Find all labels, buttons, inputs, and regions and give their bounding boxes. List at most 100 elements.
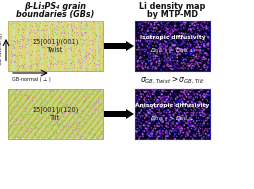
Point [164, 131, 168, 134]
Point [159, 68, 163, 71]
Point [34, 125, 38, 128]
Point [146, 66, 150, 69]
Point [182, 91, 186, 94]
Point [207, 127, 211, 130]
Point [40, 104, 44, 107]
Point [204, 127, 208, 130]
Point [179, 127, 183, 130]
Point [159, 119, 163, 122]
Point [169, 115, 173, 118]
Point [199, 136, 203, 139]
Point [203, 96, 207, 99]
Point [135, 113, 139, 116]
Point [136, 98, 140, 101]
Point [203, 26, 207, 29]
Point [195, 53, 199, 56]
Point [165, 63, 169, 66]
Point [157, 64, 161, 67]
Text: $\sigma_{GB,Twist} > \sigma_{GB,Tilt}$: $\sigma_{GB,Twist} > \sigma_{GB,Tilt}$ [140, 74, 205, 86]
Point [71, 131, 75, 134]
Point [134, 97, 138, 100]
Point [56, 119, 60, 122]
Point [155, 21, 159, 24]
Point [186, 132, 190, 135]
Point [34, 56, 38, 59]
Point [34, 24, 38, 27]
Point [18, 37, 22, 40]
Point [173, 96, 177, 99]
Point [136, 111, 140, 114]
Point [181, 48, 185, 51]
Point [48, 89, 52, 92]
Point [171, 43, 175, 46]
Point [47, 112, 51, 115]
Point [150, 107, 154, 110]
Point [145, 121, 149, 124]
Point [152, 66, 156, 69]
Point [82, 130, 86, 133]
Point [35, 64, 39, 67]
Point [19, 53, 23, 57]
Point [158, 91, 162, 94]
Point [68, 131, 72, 134]
Point [206, 129, 210, 132]
Point [42, 52, 46, 55]
Point [136, 120, 140, 123]
Point [148, 24, 152, 27]
Point [138, 57, 142, 60]
Point [149, 58, 153, 61]
Point [46, 48, 51, 51]
Bar [85, 21, 88, 71]
Point [181, 36, 185, 39]
Point [142, 47, 147, 50]
Point [190, 123, 194, 126]
Point [140, 62, 144, 65]
Point [54, 40, 58, 43]
Point [145, 35, 149, 38]
Point [143, 127, 147, 130]
Point [135, 101, 139, 104]
Point [150, 114, 154, 117]
Point [178, 110, 182, 113]
Point [145, 129, 149, 132]
Point [161, 130, 165, 133]
Point [157, 38, 162, 41]
Point [193, 32, 197, 35]
Point [147, 133, 151, 136]
Point [15, 108, 19, 112]
Point [183, 113, 187, 116]
Point [203, 57, 207, 60]
Point [155, 130, 160, 133]
Point [94, 35, 98, 38]
Bar [104, 111, 126, 117]
Point [139, 125, 143, 128]
Point [94, 33, 98, 36]
Point [150, 64, 154, 67]
Point [159, 47, 163, 50]
Point [175, 96, 179, 99]
Point [82, 27, 86, 30]
Point [201, 104, 205, 107]
Point [146, 112, 150, 115]
Point [152, 119, 156, 122]
Point [195, 126, 199, 129]
Point [144, 106, 148, 109]
Point [53, 30, 57, 33]
Point [138, 95, 142, 98]
Point [184, 48, 188, 51]
Point [146, 93, 150, 96]
Point [197, 132, 201, 135]
Point [145, 58, 149, 61]
Point [12, 61, 17, 64]
Point [180, 60, 184, 63]
Point [202, 42, 206, 45]
Point [90, 127, 94, 130]
Point [197, 103, 201, 106]
Point [24, 107, 28, 110]
Point [139, 108, 143, 112]
Point [171, 30, 175, 33]
Point [199, 89, 203, 92]
Point [173, 118, 177, 121]
Point [135, 116, 139, 119]
Point [33, 134, 37, 137]
